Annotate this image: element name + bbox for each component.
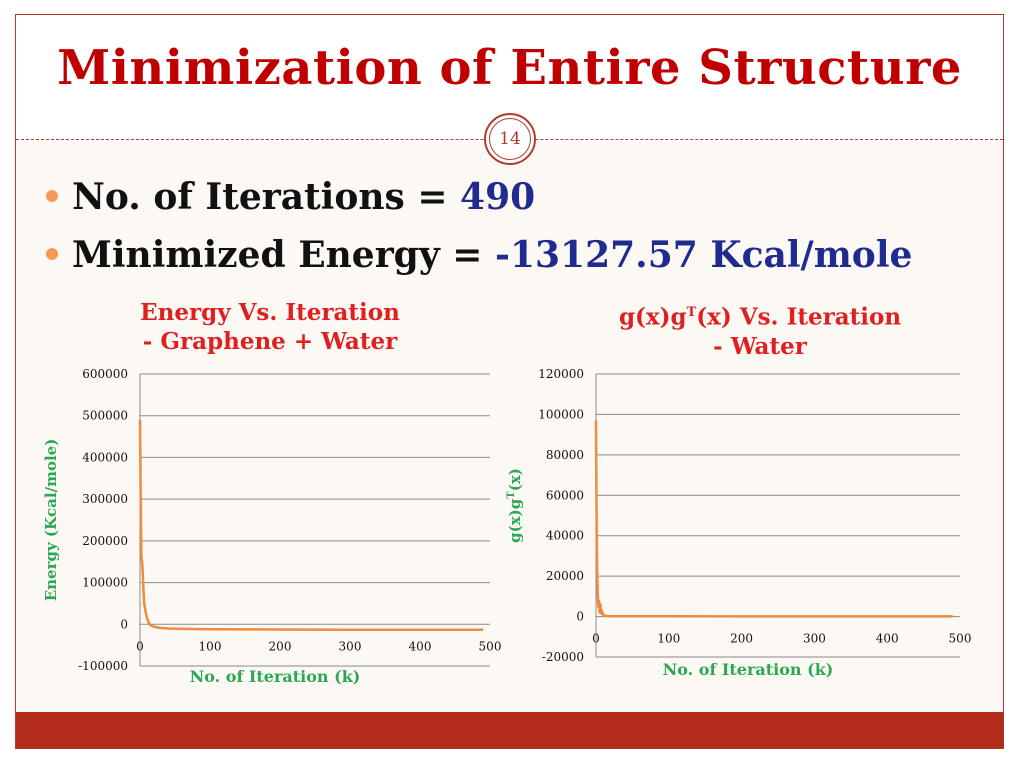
chart2-title-part: g(x)g <box>618 303 687 331</box>
bullet-label: No. of Iterations = <box>72 176 461 218</box>
chart2-title-line2: - Water <box>713 332 807 360</box>
chart1-title-line2: - Graphene + Water <box>142 328 398 355</box>
chart2-title-line1: g(x)gT(x) Vs. Iteration <box>590 298 930 332</box>
bullet-dot-icon <box>46 248 58 260</box>
chart2-title-sup: T <box>686 305 697 320</box>
chart2-title: g(x)gT(x) Vs. Iteration - Water <box>590 298 930 361</box>
bullet-dot-icon <box>46 190 58 202</box>
bullet-value: -13127.57 Kcal/mole <box>495 234 913 276</box>
page-number-badge: 14 <box>484 113 536 165</box>
bullet-iterations: No. of Iterations = 490 <box>46 176 535 218</box>
bullet-label: Minimized Energy = <box>72 234 495 276</box>
page-number: 14 <box>489 118 531 160</box>
slide-title: Minimization of Entire Structure <box>57 40 962 96</box>
chart1-title: Energy Vs. Iteration - Graphene + Water <box>110 298 430 356</box>
bullet-energy: Minimized Energy = -13127.57 Kcal/mole <box>46 234 912 276</box>
bullet-value: 490 <box>460 176 536 218</box>
chart1-title-line1: Energy Vs. Iteration <box>140 299 400 326</box>
content-background <box>16 142 1003 712</box>
chart2-title-rest: (x) Vs. Iteration <box>696 303 902 331</box>
footer-bar <box>16 712 1003 748</box>
